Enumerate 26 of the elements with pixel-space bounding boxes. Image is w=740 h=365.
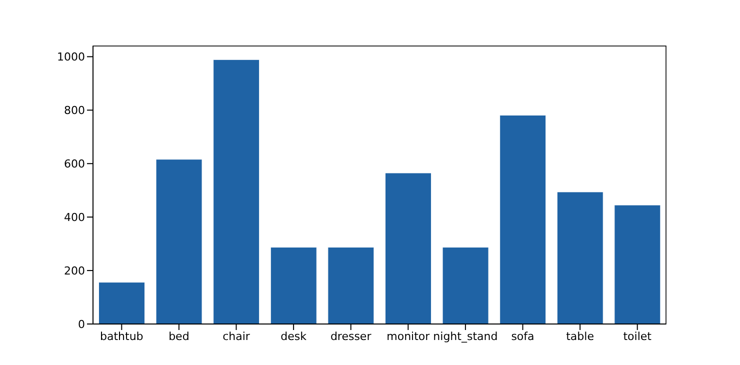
- x-tick-label: monitor: [386, 330, 430, 343]
- x-tick-label: chair: [222, 330, 250, 343]
- bar: [98, 282, 145, 324]
- x-tick-label: dresser: [330, 330, 372, 343]
- x-tick-label: sofa: [511, 330, 534, 343]
- y-tick-label: 600: [64, 158, 85, 171]
- bar: [442, 247, 489, 324]
- y-tick-label: 1000: [57, 50, 85, 64]
- bar: [556, 192, 604, 324]
- bar: [156, 159, 202, 324]
- bar: [270, 247, 317, 324]
- bar: [328, 247, 374, 324]
- y-tick-label: 400: [64, 210, 85, 224]
- x-tick-label: night_stand: [433, 330, 498, 343]
- x-tick-label: table: [566, 330, 594, 343]
- y-tick-label: 800: [64, 104, 85, 118]
- bar: [384, 172, 432, 324]
- x-tick-label: desk: [280, 330, 308, 343]
- y-tick-label: 200: [64, 264, 85, 278]
- x-tick-label: toilet: [623, 330, 652, 343]
- bar: [500, 114, 546, 324]
- x-tick-label: bathtub: [100, 330, 144, 343]
- bar: [213, 59, 260, 324]
- y-tick-label: 0: [78, 318, 85, 331]
- x-tick-label: bed: [168, 330, 190, 343]
- bar: [614, 204, 661, 324]
